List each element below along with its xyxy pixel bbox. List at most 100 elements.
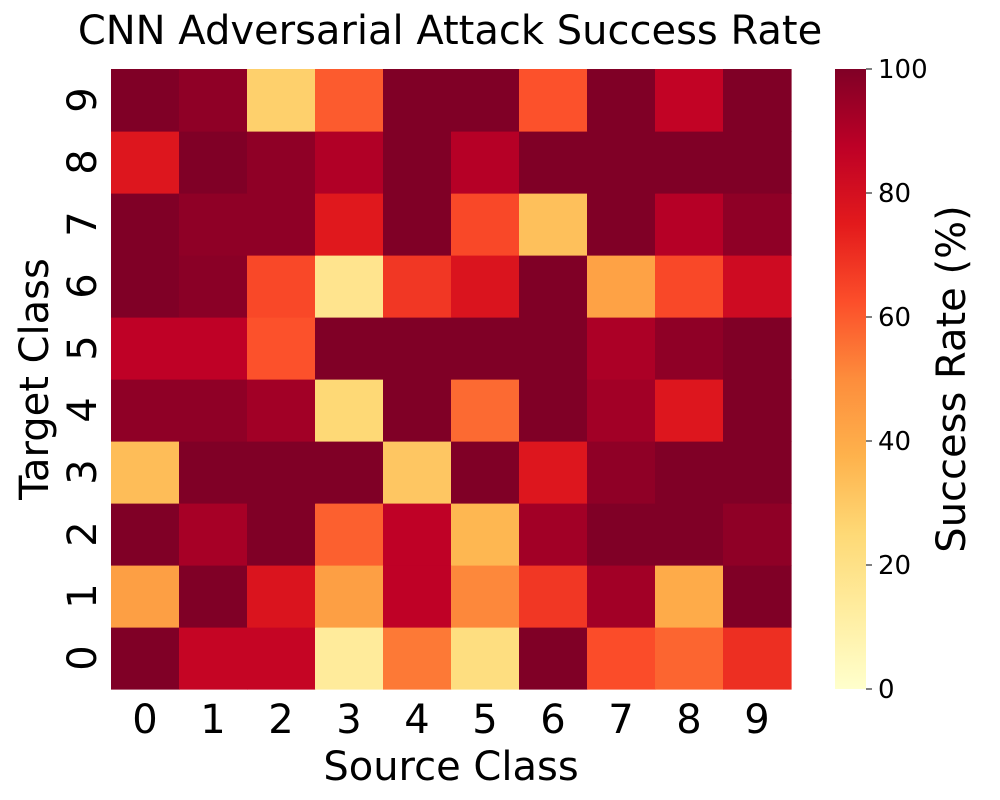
heatmap-cell-t0-s7 — [587, 627, 656, 690]
heatmap-cell-t3-s9 — [723, 441, 792, 504]
heatmap-cell-t6-s9 — [723, 255, 792, 318]
x-tick-label: 7 — [608, 697, 633, 743]
heatmap-cell-t6-s7 — [587, 255, 656, 318]
heatmap-cell-t7-s8 — [655, 193, 724, 256]
heatmap-cell-t2-s9 — [723, 503, 792, 566]
x-tick-label: 4 — [404, 697, 429, 743]
x-tick-label: 0 — [132, 697, 157, 743]
heatmap-cell-t6-s4 — [383, 255, 452, 318]
heatmap-cell-t1-s3 — [315, 565, 384, 628]
heatmap-cell-t7-s1 — [179, 193, 248, 256]
heatmap-cell-t2-s8 — [655, 503, 724, 566]
y-tick-label: 2 — [60, 521, 106, 546]
heatmap-cell-t4-s2 — [247, 379, 316, 442]
heatmap-cell-t6-s3 — [315, 255, 384, 318]
heatmap-cell-t9-s4 — [383, 69, 452, 132]
heatmap-cell-t0-s8 — [655, 627, 724, 690]
heatmap-cell-t6-s5 — [451, 255, 520, 318]
y-tick-label: 1 — [60, 583, 106, 608]
heatmap-cell-t0-s4 — [383, 627, 452, 690]
heatmap-cell-t9-s3 — [315, 69, 384, 132]
heatmap-cell-t4-s4 — [383, 379, 452, 442]
heatmap-cell-t0-s1 — [179, 627, 248, 690]
heatmap-cell-t5-s5 — [451, 317, 520, 380]
heatmap-cell-t4-s6 — [519, 379, 588, 442]
heatmap-cell-t3-s6 — [519, 441, 588, 504]
heatmap-cell-t8-s2 — [247, 131, 316, 194]
heatmap-cell-t5-s9 — [723, 317, 792, 380]
colorbar-tick-label: 100 — [878, 55, 928, 85]
heatmap-cell-t1-s7 — [587, 565, 656, 628]
colorbar-tick-label: 0 — [878, 675, 895, 705]
y-tick-label: 4 — [60, 397, 106, 422]
x-tick-label: 9 — [744, 697, 769, 743]
x-tick-label: 2 — [268, 697, 293, 743]
x-tick-label: 6 — [540, 697, 565, 743]
heatmap-cell-t3-s0 — [111, 441, 180, 504]
heatmap-cell-t4-s7 — [587, 379, 656, 442]
heatmap-cell-t7-s5 — [451, 193, 520, 256]
heatmap-cell-t0-s9 — [723, 627, 792, 690]
heatmap-cell-t5-s8 — [655, 317, 724, 380]
y-tick-labels: 0 1 2 3 4 5 6 7 8 9 — [60, 87, 106, 670]
heatmap-cell-t2-s0 — [111, 503, 180, 566]
heatmap-cell-t2-s1 — [179, 503, 248, 566]
heatmap-cell-t1-s6 — [519, 565, 588, 628]
heatmap-cell-t5-s6 — [519, 317, 588, 380]
heatmap-cell-t8-s8 — [655, 131, 724, 194]
heatmap-cell-t4-s9 — [723, 379, 792, 442]
heatmap-cell-t2-s2 — [247, 503, 316, 566]
y-tick-label: 7 — [60, 211, 106, 236]
heatmap-cell-t6-s1 — [179, 255, 248, 318]
y-tick-label: 6 — [60, 273, 106, 298]
heatmap-cell-t1-s8 — [655, 565, 724, 628]
heatmap-cell-t8-s6 — [519, 131, 588, 194]
y-tick-label: 3 — [60, 459, 106, 484]
heatmap-cell-t9-s5 — [451, 69, 520, 132]
heatmap-cell-t1-s4 — [383, 565, 452, 628]
colorbar-tick-label: 40 — [878, 427, 911, 457]
heatmap-cell-t2-s7 — [587, 503, 656, 566]
x-tick-label: 1 — [200, 697, 225, 743]
heatmap-cell-t4-s5 — [451, 379, 520, 442]
heatmap-cell-t9-s7 — [587, 69, 656, 132]
heatmap-cell-t6-s6 — [519, 255, 588, 318]
y-tick-label: 9 — [60, 87, 106, 112]
y-tick-label: 5 — [60, 335, 106, 360]
heatmap-cell-t6-s0 — [111, 255, 180, 318]
heatmap-cell-t4-s8 — [655, 379, 724, 442]
heatmap-cell-t2-s6 — [519, 503, 588, 566]
x-tick-label: 5 — [472, 697, 497, 743]
heatmap-cell-t1-s5 — [451, 565, 520, 628]
heatmap-cell-t0-s6 — [519, 627, 588, 690]
heatmap-cell-t8-s5 — [451, 131, 520, 194]
heatmap-cell-t9-s6 — [519, 69, 588, 132]
heatmap-cell-t8-s4 — [383, 131, 452, 194]
heatmap-cell-t0-s0 — [111, 627, 180, 690]
colorbar-tick-label: 20 — [878, 551, 911, 581]
heatmap-cell-t5-s7 — [587, 317, 656, 380]
colorbar-gradient — [835, 69, 866, 689]
heatmap-cell-t7-s9 — [723, 193, 792, 256]
colorbar-ticks: 0 20 40 60 80 100 — [866, 55, 928, 705]
heatmap-cell-t9-s8 — [655, 69, 724, 132]
heatmap-cell-t9-s9 — [723, 69, 792, 132]
heatmap-cell-t7-s3 — [315, 193, 384, 256]
heatmap-cell-t6-s8 — [655, 255, 724, 318]
heatmap-cell-t3-s4 — [383, 441, 452, 504]
heatmap-cell-t3-s8 — [655, 441, 724, 504]
heatmap-cell-t3-s1 — [179, 441, 248, 504]
heatmap-cell-t9-s2 — [247, 69, 316, 132]
x-axis-label: Source Class — [323, 744, 578, 790]
y-tick-label: 0 — [60, 645, 106, 670]
heatmap-cell-t7-s4 — [383, 193, 452, 256]
heatmap-cell-t3-s3 — [315, 441, 384, 504]
colorbar: 0 20 40 60 80 100 Success Rate (%) — [835, 55, 975, 705]
x-tick-label: 8 — [676, 697, 701, 743]
heatmap-cell-t0-s2 — [247, 627, 316, 690]
heatmap-cell-t5-s0 — [111, 317, 180, 380]
heatmap-cell-t1-s2 — [247, 565, 316, 628]
heatmap-cell-t3-s2 — [247, 441, 316, 504]
